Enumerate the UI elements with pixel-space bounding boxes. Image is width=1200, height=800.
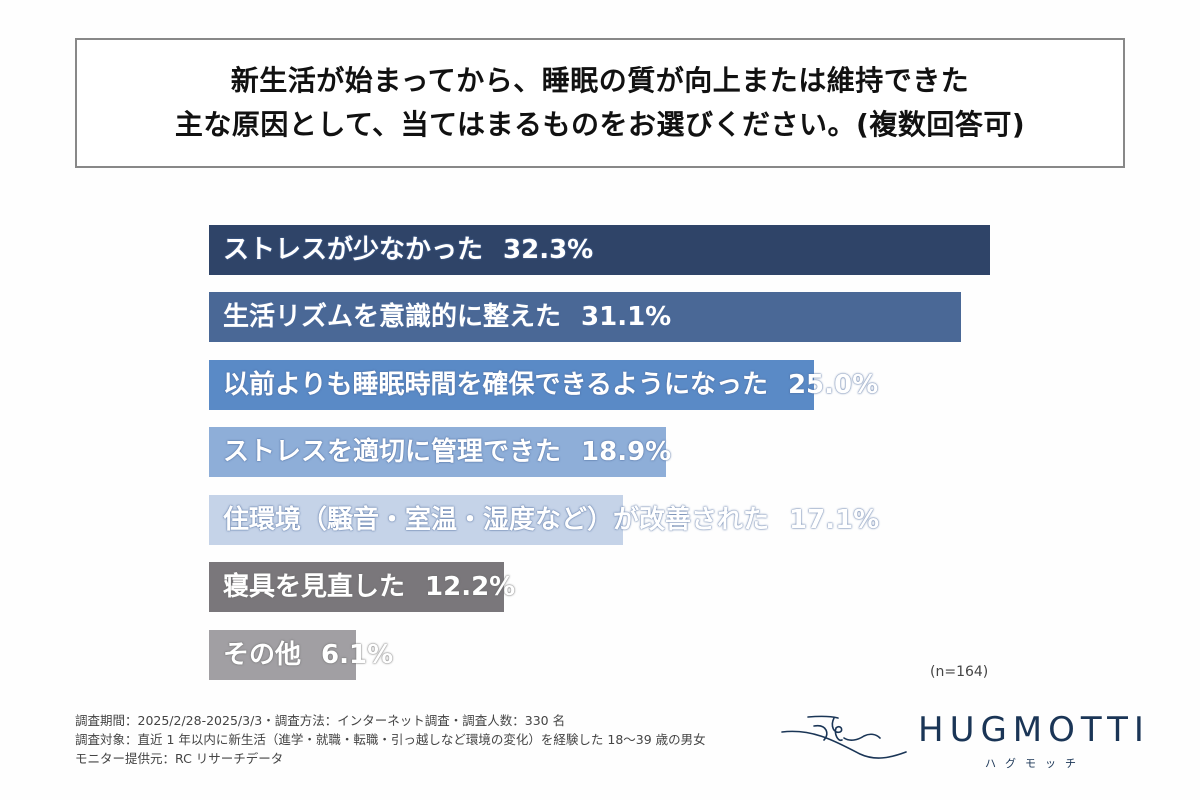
sleeping-person-logo-icon: [781, 715, 907, 759]
question-title-line-2: 主な原因として、当てはまるものをお選びください。(複数回答可): [174, 108, 1026, 141]
bar: [209, 225, 990, 275]
footnote-target: 調査対象：直近 1 年以内に新生活（進学・就職・転職・引っ越しなど環境の変化）を…: [75, 732, 706, 747]
bar-row: ストレスが少なかった 32.3%: [209, 225, 1109, 275]
bar-label: その他 6.1%: [223, 630, 393, 680]
bar-row: ストレスを適切に管理できた 18.9%: [209, 427, 1109, 477]
bar-category: 寝具を見直した: [223, 572, 406, 602]
brand-name: HUGMOTTI: [918, 710, 1150, 750]
bar-category: 生活リズムを意識的に整えた: [223, 302, 562, 332]
bar-label: 以前よりも睡眠時間を確保できるようになった 25.0%: [223, 360, 878, 410]
bar: [209, 360, 814, 410]
bar-row: その他 6.1%: [209, 630, 1109, 680]
bar-value: 12.2%: [425, 572, 516, 602]
bar-category: 以前よりも睡眠時間を確保できるようになった: [223, 370, 768, 400]
bar-value: 18.9%: [581, 437, 672, 467]
question-title-line-1: 新生活が始まってから、睡眠の質が向上または維持できた: [230, 64, 970, 97]
question-title-box: 新生活が始まってから、睡眠の質が向上または維持できた 主な原因として、当てはまる…: [75, 38, 1125, 168]
bar-value: 32.3%: [503, 235, 594, 265]
brand-logo: HUGMOTTI ハグモッチ: [780, 706, 1144, 774]
bar-label: 住環境（騒音・室温・湿度など）が改善された 17.1%: [223, 495, 879, 545]
bar-label: ストレスを適切に管理できた 18.9%: [223, 427, 671, 477]
bar-row: 以前よりも睡眠時間を確保できるようになった 25.0%: [209, 360, 1109, 410]
bar: [209, 630, 356, 680]
bar-label: ストレスが少なかった 32.3%: [223, 225, 593, 275]
bar-label: 寝具を見直した 12.2%: [223, 562, 515, 612]
bar-row: 寝具を見直した 12.2%: [209, 562, 1109, 612]
bar: [209, 427, 666, 477]
bar-category: ストレスを適切に管理できた: [223, 437, 562, 467]
bar-value: 25.0%: [787, 370, 879, 400]
bar: [209, 292, 961, 342]
sample-size-label: (n=164): [930, 664, 989, 680]
bar-row: 生活リズムを意識的に整えた 31.1%: [209, 292, 1109, 342]
bar: [209, 562, 504, 612]
bar-value: 6.1%: [321, 640, 394, 670]
bar-category: 住環境（騒音・室温・湿度など）が改善された: [223, 505, 770, 535]
bar-value: 17.1%: [789, 505, 880, 535]
bar-label: 生活リズムを意識的に整えた 31.1%: [223, 292, 671, 342]
bar-row: 住環境（騒音・室温・湿度など）が改善された 17.1%: [209, 495, 1109, 545]
bar-category: ストレスが少なかった: [223, 235, 484, 265]
bar-value: 31.1%: [581, 302, 672, 332]
footnote-period: 調査期間：2025/2/28-2025/3/3・調査方法：インターネット調査・調…: [75, 713, 566, 728]
bar: [209, 495, 623, 545]
survey-footnote: 調査期間：2025/2/28-2025/3/3・調査方法：インターネット調査・調…: [75, 711, 706, 768]
brand-kana: ハグモッチ: [985, 757, 1085, 770]
footnote-provider: モニター提供元：RC リサーチデータ: [75, 751, 284, 766]
bar-category: その他: [223, 640, 302, 670]
